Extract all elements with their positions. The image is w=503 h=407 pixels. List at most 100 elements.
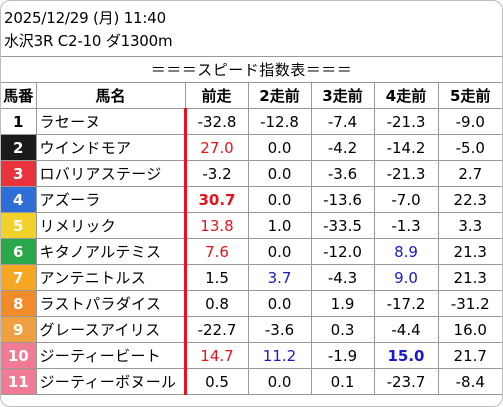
horse-name: ジーティービート xyxy=(35,342,186,369)
col-header-prev1: 前走 xyxy=(184,82,249,109)
race-info: 水沢3R C2-10 ダ1300m xyxy=(4,32,173,50)
horse-number: 9 xyxy=(1,316,37,343)
value-prev4: -21.3 xyxy=(373,160,439,187)
value-prev2: 0.0 xyxy=(247,160,312,187)
table-row: 1 ラセーヌ -32.8 -12.8 -7.4 -21.3 -9.0 xyxy=(1,108,502,135)
value-prev5: 22.3 xyxy=(437,186,502,213)
table-row: 4 アズーラ 30.7 0.0 -13.6 -7.0 22.3 xyxy=(1,186,502,213)
table-row: 10 ジーティービート 14.7 11.2 -1.9 15.0 21.7 xyxy=(1,342,502,369)
value-prev3: -3.6 xyxy=(310,160,375,187)
table-row: 7 アンテニトルス 1.5 3.7 -4.3 9.0 21.3 xyxy=(1,264,502,291)
table-row: 8 ラストパラダイス 0.8 0.0 1.9 -17.2 -31.2 xyxy=(1,290,502,317)
value-prev4: -23.7 xyxy=(373,368,439,395)
col-header-name: 馬名 xyxy=(35,82,186,109)
value-prev5: 21.3 xyxy=(437,238,502,265)
horse-name: アンテニトルス xyxy=(35,264,186,291)
table-row: 2 ウインドモア 27.0 0.0 -4.2 -14.2 -5.0 xyxy=(1,134,502,161)
col-header-prev4: 4走前 xyxy=(373,82,439,109)
horse-name: ジーティーボヌール xyxy=(35,368,186,395)
value-prev4: -17.2 xyxy=(373,290,439,317)
value-prev1: 13.8 xyxy=(183,212,249,239)
table-row: 3 ロバリアステージ -3.2 0.0 -3.6 -21.3 2.7 xyxy=(1,160,502,187)
value-prev2: 11.2 xyxy=(247,342,312,369)
value-prev4: -1.3 xyxy=(373,212,439,239)
horse-name: アズーラ xyxy=(35,186,186,213)
value-prev2: 3.7 xyxy=(247,264,312,291)
value-prev3: -7.4 xyxy=(310,108,375,135)
value-prev2: 0.0 xyxy=(247,368,312,395)
horse-name: グレースアイリス xyxy=(35,316,186,343)
value-prev1: 27.0 xyxy=(183,134,249,161)
col-header-prev2: 2走前 xyxy=(247,82,312,109)
value-prev2: 1.0 xyxy=(247,212,312,239)
horse-number: 7 xyxy=(1,264,37,291)
value-prev5: 3.3 xyxy=(437,212,502,239)
value-prev5: -31.2 xyxy=(437,290,502,317)
value-prev3: -4.2 xyxy=(310,134,375,161)
horse-name: ウインドモア xyxy=(35,134,186,161)
horse-name: ロバリアステージ xyxy=(35,160,186,187)
value-prev5: 21.3 xyxy=(437,264,502,291)
horse-number: 3 xyxy=(1,160,37,187)
value-prev4: -7.0 xyxy=(373,186,439,213)
value-prev4: 8.9 xyxy=(373,238,439,265)
value-prev3: 0.1 xyxy=(310,368,375,395)
value-prev3: 0.3 xyxy=(310,316,375,343)
value-prev3: -13.6 xyxy=(310,186,375,213)
value-prev2: 0.0 xyxy=(247,238,312,265)
value-prev5: -5.0 xyxy=(437,134,502,161)
value-prev1: -22.7 xyxy=(183,316,249,343)
table-row: 6 キタノアルテミス 7.6 0.0 -12.0 8.9 21.3 xyxy=(1,238,502,265)
value-prev1: 30.7 xyxy=(183,186,249,213)
value-prev3: 1.9 xyxy=(310,290,375,317)
table-row: 9 グレースアイリス -22.7 -3.6 0.3 -4.4 16.0 xyxy=(1,316,502,343)
value-prev3: -4.3 xyxy=(310,264,375,291)
value-prev1: -3.2 xyxy=(183,160,249,187)
value-prev3: -12.0 xyxy=(310,238,375,265)
value-prev2: 0.0 xyxy=(247,134,312,161)
value-prev1: 1.5 xyxy=(183,264,249,291)
value-prev3: -1.9 xyxy=(310,342,375,369)
value-prev1: 14.7 xyxy=(183,342,249,369)
value-prev4: -14.2 xyxy=(373,134,439,161)
horse-name: キタノアルテミス xyxy=(35,238,186,265)
horse-number: 5 xyxy=(1,212,37,239)
value-prev1: -32.8 xyxy=(183,108,249,135)
horse-name: ラストパラダイス xyxy=(35,290,186,317)
col-header-prev5: 5走前 xyxy=(437,82,502,109)
table-row: 11 ジーティーボヌール 0.5 0.0 0.1 -23.7 -8.4 xyxy=(1,368,502,395)
value-prev3: -33.5 xyxy=(310,212,375,239)
value-prev5: 2.7 xyxy=(437,160,502,187)
horse-number: 10 xyxy=(1,342,37,369)
value-prev2: -12.8 xyxy=(247,108,312,135)
race-datetime: 2025/12/29 (月) 11:40 xyxy=(4,9,166,27)
value-prev5: 16.0 xyxy=(437,316,502,343)
speed-index-table: 馬番 馬名 前走 2走前 3走前 4走前 5走前 1 ラセーヌ -32.8 -12.8… xyxy=(1,82,502,395)
horse-name: リメリック xyxy=(35,212,186,239)
col-header-prev3: 3走前 xyxy=(310,82,375,109)
value-prev5: 21.7 xyxy=(437,342,502,369)
horse-number: 11 xyxy=(1,368,37,395)
table-header-row: 馬番 馬名 前走 2走前 3走前 4走前 5走前 xyxy=(1,82,502,109)
value-prev5: -8.4 xyxy=(437,368,502,395)
value-prev2: 0.0 xyxy=(247,186,312,213)
table-row: 5 リメリック 13.8 1.0 -33.5 -1.3 3.3 xyxy=(1,212,502,239)
horse-number: 4 xyxy=(1,186,37,213)
value-prev2: 0.0 xyxy=(247,290,312,317)
horse-number: 6 xyxy=(1,238,37,265)
value-prev1: 0.5 xyxy=(183,368,249,395)
col-header-number: 馬番 xyxy=(1,82,37,109)
value-prev1: 7.6 xyxy=(183,238,249,265)
value-prev4: 15.0 xyxy=(373,342,439,369)
value-prev5: -9.0 xyxy=(437,108,502,135)
value-prev1: 0.8 xyxy=(183,290,249,317)
table-title: ＝＝＝スピード指数表＝＝＝ xyxy=(1,56,502,82)
horse-number: 1 xyxy=(1,108,37,135)
horse-number: 8 xyxy=(1,290,37,317)
value-prev4: -4.4 xyxy=(373,316,439,343)
horse-number: 2 xyxy=(1,134,37,161)
value-prev4: -21.3 xyxy=(373,108,439,135)
value-prev2: -3.6 xyxy=(247,316,312,343)
value-prev4: 9.0 xyxy=(373,264,439,291)
